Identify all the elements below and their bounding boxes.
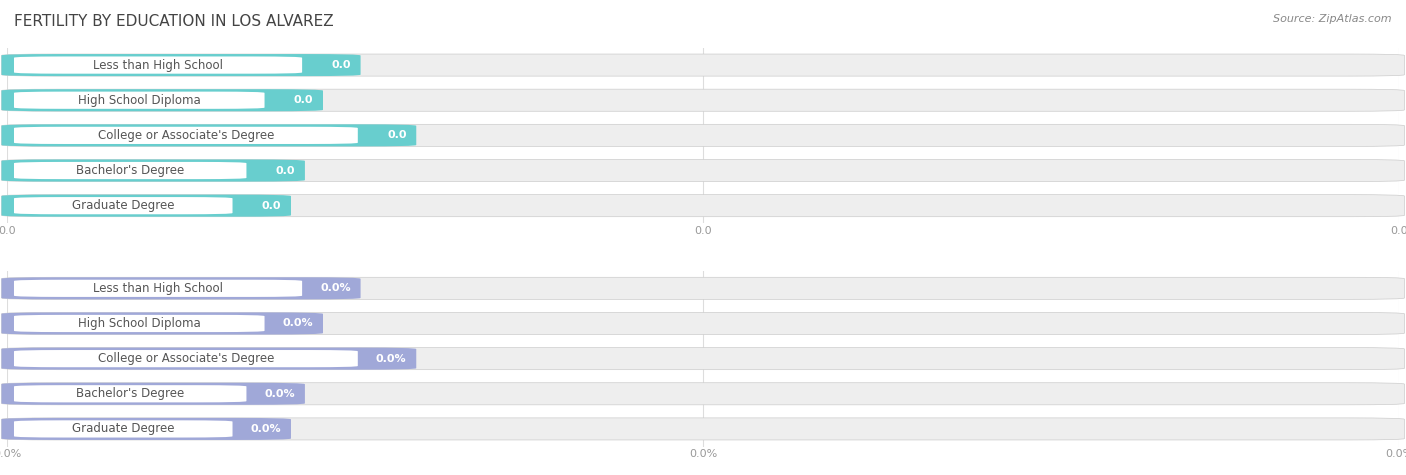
- Text: 0.0%: 0.0%: [264, 389, 295, 399]
- FancyBboxPatch shape: [14, 315, 264, 332]
- Text: 0.0%: 0.0%: [283, 318, 314, 329]
- Text: High School Diploma: High School Diploma: [77, 317, 201, 330]
- FancyBboxPatch shape: [1, 195, 1405, 217]
- FancyBboxPatch shape: [1, 277, 360, 299]
- Text: Less than High School: Less than High School: [93, 282, 224, 295]
- Text: FERTILITY BY EDUCATION IN LOS ALVAREZ: FERTILITY BY EDUCATION IN LOS ALVAREZ: [14, 14, 333, 29]
- FancyBboxPatch shape: [1, 89, 323, 111]
- Text: 0.0%: 0.0%: [375, 353, 406, 364]
- Text: 0.0: 0.0: [294, 95, 314, 105]
- FancyBboxPatch shape: [14, 350, 357, 367]
- FancyBboxPatch shape: [1, 348, 1405, 370]
- Text: 0.0%: 0.0%: [321, 283, 352, 294]
- Text: College or Associate's Degree: College or Associate's Degree: [97, 129, 274, 142]
- Text: 0.0%: 0.0%: [250, 424, 281, 434]
- FancyBboxPatch shape: [14, 127, 357, 144]
- Text: 0.0: 0.0: [262, 200, 281, 211]
- Text: 0.0: 0.0: [387, 130, 406, 141]
- Text: Graduate Degree: Graduate Degree: [72, 422, 174, 436]
- FancyBboxPatch shape: [14, 197, 232, 214]
- FancyBboxPatch shape: [1, 418, 291, 440]
- FancyBboxPatch shape: [1, 54, 1405, 76]
- FancyBboxPatch shape: [1, 195, 291, 217]
- FancyBboxPatch shape: [1, 313, 323, 334]
- FancyBboxPatch shape: [1, 124, 416, 146]
- FancyBboxPatch shape: [1, 383, 305, 405]
- FancyBboxPatch shape: [14, 385, 246, 402]
- Text: Source: ZipAtlas.com: Source: ZipAtlas.com: [1274, 14, 1392, 24]
- Text: 0.0: 0.0: [332, 60, 352, 70]
- FancyBboxPatch shape: [1, 89, 1405, 111]
- FancyBboxPatch shape: [14, 92, 264, 109]
- FancyBboxPatch shape: [1, 277, 1405, 299]
- Text: Bachelor's Degree: Bachelor's Degree: [76, 387, 184, 400]
- Text: Less than High School: Less than High School: [93, 58, 224, 72]
- FancyBboxPatch shape: [14, 420, 232, 437]
- Text: College or Associate's Degree: College or Associate's Degree: [97, 352, 274, 365]
- FancyBboxPatch shape: [1, 160, 305, 181]
- FancyBboxPatch shape: [1, 383, 1405, 405]
- FancyBboxPatch shape: [1, 348, 416, 370]
- FancyBboxPatch shape: [14, 280, 302, 297]
- FancyBboxPatch shape: [14, 57, 302, 74]
- FancyBboxPatch shape: [1, 54, 360, 76]
- FancyBboxPatch shape: [1, 124, 1405, 146]
- Text: High School Diploma: High School Diploma: [77, 94, 201, 107]
- Text: Graduate Degree: Graduate Degree: [72, 199, 174, 212]
- Text: 0.0: 0.0: [276, 165, 295, 176]
- Text: Bachelor's Degree: Bachelor's Degree: [76, 164, 184, 177]
- FancyBboxPatch shape: [1, 160, 1405, 181]
- FancyBboxPatch shape: [1, 313, 1405, 334]
- FancyBboxPatch shape: [14, 162, 246, 179]
- FancyBboxPatch shape: [1, 418, 1405, 440]
